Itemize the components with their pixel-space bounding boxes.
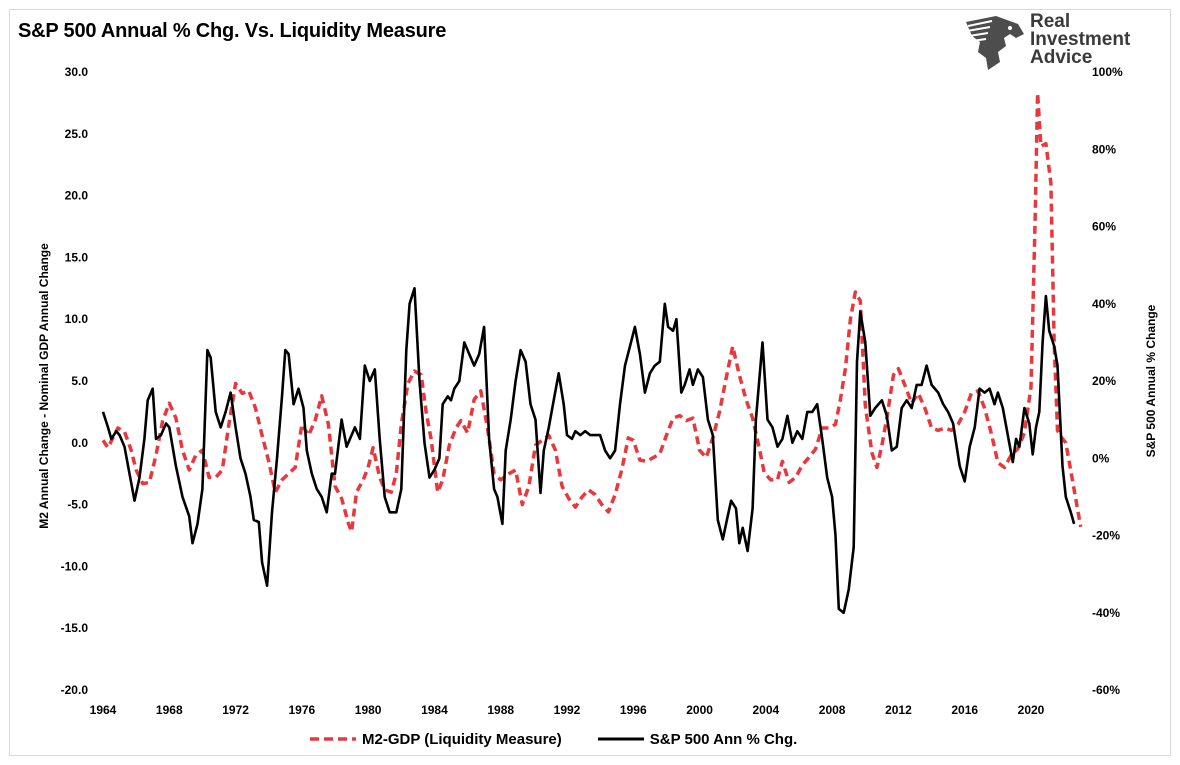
- legend: M2-GDP (Liquidity Measure) S&P 500 Ann %…: [310, 729, 833, 749]
- logo-line-2: Investment: [1030, 29, 1131, 50]
- y-axis-title-right: S&P 500 Annual % Change: [1144, 304, 1158, 457]
- x-tick: 1976: [289, 703, 316, 717]
- y-tick-left: 25.0: [65, 127, 89, 141]
- y-tick-left: -5.0: [67, 498, 88, 512]
- legend-item-spx: S&P 500 Ann % Chg.: [597, 730, 798, 748]
- y-tick-right: -20%: [1092, 529, 1120, 543]
- x-tick: 1992: [554, 703, 581, 717]
- x-tick: 1980: [355, 703, 382, 717]
- series-line-m2-gdp: [101, 91, 1083, 534]
- x-axis: 1964 1968 1972 1976 1980 1984 1988 1992 1996 2000…: [90, 703, 1045, 717]
- y-tick-right: 60%: [1092, 220, 1116, 234]
- logo-line-1: Real: [1030, 11, 1071, 32]
- y-tick-left: 30.0: [65, 65, 89, 79]
- y-tick-left: -15.0: [61, 621, 89, 635]
- y-tick-left: -20.0: [61, 683, 89, 697]
- x-tick: 2008: [819, 703, 846, 717]
- legend-item-m2: M2-GDP (Liquidity Measure): [310, 731, 562, 748]
- y-tick-right: 20%: [1092, 374, 1116, 388]
- y-tick-right: 80%: [1092, 142, 1116, 156]
- eagle-logo-icon: [966, 16, 1024, 70]
- x-tick: 2000: [686, 703, 713, 717]
- logo: Real Investment Advice: [958, 12, 1138, 74]
- x-tick: 1988: [487, 703, 514, 717]
- right-axis: 100% 80% 60% 40% 20% 0% -20% -40% -60%: [1092, 65, 1123, 697]
- y-tick-right: -40%: [1092, 606, 1120, 620]
- y-tick-right: 40%: [1092, 297, 1116, 311]
- left-axis: 30.0 25.0 20.0 15.0 10.0 5.0 0.0 -5.0 -10.0 -15.0…: [61, 65, 89, 697]
- series-layer: [101, 91, 1083, 615]
- x-tick: 2012: [885, 703, 912, 717]
- y-tick-left: 15.0: [65, 250, 89, 264]
- x-tick: 1972: [222, 703, 249, 717]
- series-line-sp500: [101, 287, 1076, 615]
- y-tick-left: -10.0: [61, 559, 89, 573]
- y-tick-right: -60%: [1092, 683, 1120, 697]
- y-tick-right: 0%: [1092, 451, 1110, 465]
- x-tick: 2016: [951, 703, 978, 717]
- x-tick: 1964: [90, 703, 117, 717]
- legend-swatch-solid-black: [597, 737, 644, 741]
- y-tick-left: 0.0: [71, 436, 88, 450]
- x-tick: 1968: [156, 703, 183, 717]
- x-tick: 1984: [421, 703, 448, 717]
- y-tick-left: 20.0: [65, 189, 89, 203]
- y-axis-title-left: M2 Annual Change - Nominal GDP Annual Ch…: [37, 243, 51, 529]
- y-tick-right: 100%: [1092, 65, 1123, 79]
- legend-label-spx: S&P 500 Ann % Chg.: [649, 730, 798, 748]
- legend-label-m2: M2-GDP (Liquidity Measure): [362, 730, 562, 748]
- x-tick: 2020: [1018, 703, 1045, 717]
- y-tick-left: 10.0: [65, 312, 89, 326]
- x-tick: 2004: [753, 703, 780, 717]
- chart-frame: [9, 9, 1171, 756]
- x-tick: 1996: [620, 703, 647, 717]
- y-tick-left: 5.0: [71, 374, 88, 388]
- legend-swatch-dashed-red: [310, 737, 356, 741]
- chart-title: S&P 500 Annual % Chg. Vs. Liquidity Meas…: [18, 20, 447, 42]
- logo-line-3: Advice: [1030, 47, 1093, 68]
